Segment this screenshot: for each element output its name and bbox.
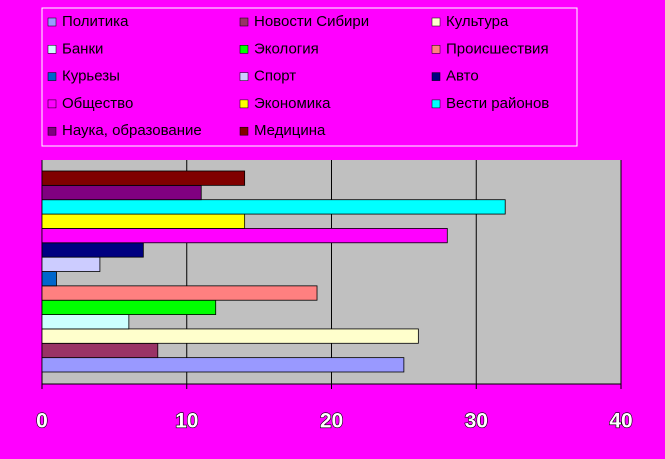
legend-swatch (47, 126, 57, 136)
bar (41, 357, 405, 373)
legend-swatch (239, 45, 249, 54)
bar (41, 228, 448, 244)
legend-swatch (431, 45, 441, 54)
x-tick-label: 0 (36, 410, 48, 433)
legend-label: Банки (62, 40, 103, 57)
legend-label: Наука, образование (62, 122, 202, 139)
bar (41, 299, 217, 315)
x-tick-label: 10 (175, 410, 198, 433)
legend-label: Вести районов (446, 95, 549, 112)
legend-swatch (239, 99, 249, 109)
legend-swatch (239, 72, 249, 81)
legend-label: Экология (254, 40, 319, 57)
bar (41, 184, 202, 201)
bar (41, 328, 419, 344)
legend-label: Авто (446, 68, 479, 85)
legend-label: Медицина (254, 122, 326, 139)
x-tick-label: 30 (465, 410, 488, 433)
legend-swatch (47, 99, 57, 109)
legend-label: Политика (62, 13, 129, 30)
legend-label: Общество (62, 95, 133, 112)
bar (41, 271, 57, 287)
bar (41, 242, 144, 258)
legend-swatch (431, 99, 441, 109)
bar (41, 256, 101, 272)
bar (41, 314, 130, 330)
bar (41, 199, 506, 215)
legend-label: Курьезы (62, 68, 120, 85)
bar (41, 285, 318, 301)
legend-swatch (239, 17, 249, 27)
legend-label: Культура (446, 13, 509, 30)
legend-swatch (47, 17, 57, 27)
bar (41, 342, 159, 359)
x-tick-label: 20 (320, 410, 343, 433)
legend-label: Новости Сибири (254, 13, 369, 30)
legend-label: Спорт (254, 68, 296, 85)
x-tick-label: 40 (609, 410, 632, 433)
legend-swatch (239, 126, 249, 136)
legend-swatch (431, 17, 441, 27)
bar (41, 213, 246, 229)
legend-swatch (47, 45, 57, 54)
legend-box (41, 7, 578, 147)
bar (41, 170, 246, 186)
legend-label: Экономика (254, 95, 331, 112)
legend-swatch (47, 72, 57, 81)
legend-swatch (431, 72, 441, 81)
legend-label: Происшествия (446, 40, 549, 57)
